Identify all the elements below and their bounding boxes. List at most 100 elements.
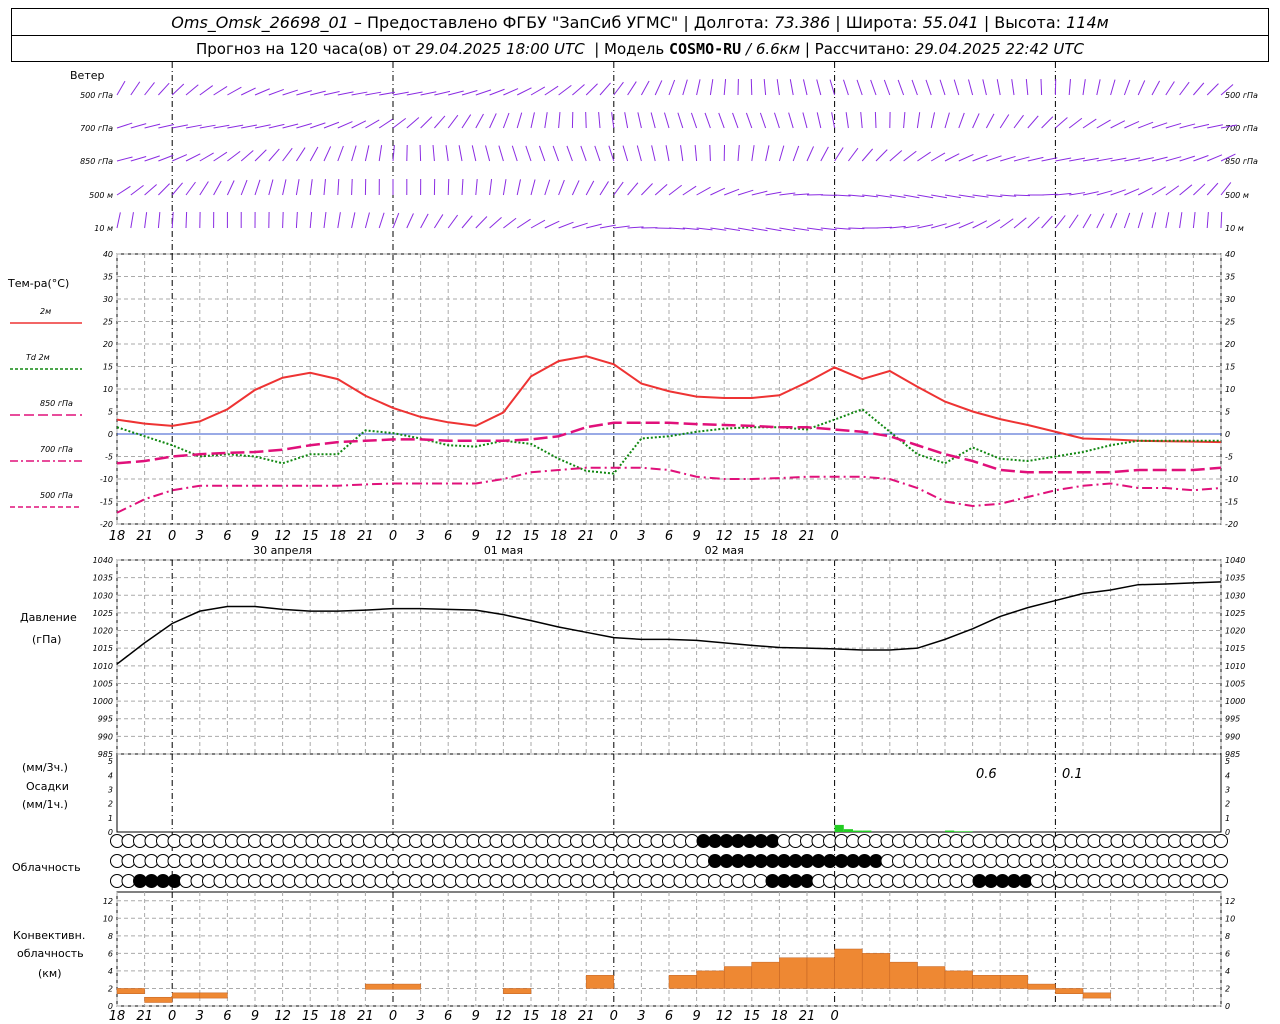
wind-barb xyxy=(1041,116,1054,129)
wind-barb xyxy=(1068,117,1083,129)
wind-barb xyxy=(1000,194,1017,197)
wind-barb xyxy=(461,215,473,229)
wind-barb xyxy=(682,79,688,96)
temp-tick-right: 5 xyxy=(1225,408,1230,417)
x-hour-label-bottom: 21 xyxy=(357,1009,374,1024)
wind-barb xyxy=(1193,183,1206,196)
wind-barbs-panel: 500 гПа 500 гПа 700 гПа 700 гПа 850 гПа 850 г… xyxy=(80,78,1258,233)
wind-barb xyxy=(552,145,560,162)
precip-tick-left: 0 xyxy=(108,828,113,837)
wind-barb xyxy=(226,180,235,196)
wind-barb xyxy=(1068,214,1079,229)
wind-barb xyxy=(599,224,616,229)
wind-barb xyxy=(130,155,147,162)
wind-barb xyxy=(309,146,319,162)
temp-tick-right: 35 xyxy=(1225,273,1235,282)
conv-bar xyxy=(365,983,394,990)
provider-text: – Предоставлено ФГБУ "ЗапСиб УГМС" xyxy=(353,12,679,32)
wind-barb xyxy=(254,88,270,96)
wind-barb xyxy=(378,118,393,129)
header-forecast-bar: Прогноз на 120 часа(ов) от 29.04.2025 18… xyxy=(11,35,1269,62)
wind-barb xyxy=(406,91,423,96)
wind-barb xyxy=(1041,157,1058,162)
wind-barb xyxy=(295,147,306,162)
wind-barb xyxy=(883,79,891,96)
wind-barb xyxy=(1025,79,1029,96)
precip-bar xyxy=(843,829,853,832)
wind-barb xyxy=(1013,194,1031,197)
wind-barb xyxy=(829,79,836,96)
wind-level-label-right: 500 гПа xyxy=(1225,91,1258,100)
wind-barb xyxy=(889,225,906,229)
x-hour-label-bottom: 3 xyxy=(637,1009,645,1024)
x-hour-label-temp: 9 xyxy=(472,529,480,544)
wind-barb xyxy=(931,194,948,199)
conv-tick-left: 6 xyxy=(108,949,113,958)
wind-barb xyxy=(1096,119,1111,129)
wind-barb xyxy=(1055,157,1072,162)
wind-barb xyxy=(751,190,768,196)
wind-barb xyxy=(613,181,624,196)
wind-barb xyxy=(268,179,274,196)
wind-barb xyxy=(1123,212,1131,229)
wind-barb xyxy=(392,117,407,129)
wind-barb xyxy=(668,79,676,96)
wind-barb xyxy=(1013,114,1024,129)
wind-barb xyxy=(1151,80,1161,96)
wind-barb xyxy=(157,212,161,229)
wind-barb xyxy=(848,194,865,197)
wind-barb xyxy=(351,212,356,229)
wind-barb xyxy=(856,79,863,96)
temp-tick-left: -15 xyxy=(100,498,113,507)
wind-barb xyxy=(690,112,698,129)
wind-barb xyxy=(860,112,863,129)
conv-bar xyxy=(116,988,145,994)
precip-tick-right: 1 xyxy=(1225,814,1230,823)
wind-barb xyxy=(594,145,601,162)
precip-label-2: 0.1 xyxy=(1062,767,1083,782)
wind-barb xyxy=(986,155,1002,162)
wind-barb xyxy=(185,181,196,196)
wind-barb xyxy=(323,179,326,196)
wind-barb xyxy=(930,152,946,162)
conv-bar xyxy=(503,988,532,994)
wind-barb xyxy=(710,227,727,231)
conv-bar xyxy=(972,975,1001,989)
wind-barb xyxy=(171,211,174,229)
wind-barb xyxy=(802,112,808,129)
wind-barb xyxy=(1055,215,1066,229)
wind-barb xyxy=(654,80,663,96)
wind-barb xyxy=(544,179,551,196)
temp-tick-left: 5 xyxy=(108,408,113,417)
wind-barb xyxy=(585,111,587,129)
wind-barb xyxy=(599,82,611,96)
x-hour-label-bottom: 9 xyxy=(692,1009,700,1024)
wind-barb xyxy=(680,145,684,162)
wind-barb xyxy=(944,112,950,129)
wind-barb xyxy=(1027,156,1044,162)
wind-level-label-left: 500 м xyxy=(89,191,113,200)
wind-barb xyxy=(999,218,1014,229)
temp-legend-label: Td 2м xyxy=(26,353,50,362)
wind-barb xyxy=(282,211,284,229)
wind-barb xyxy=(351,178,353,196)
pressure-tick-right: 1025 xyxy=(1225,609,1245,618)
conv-tick-left: 4 xyxy=(108,967,113,976)
wind-barb xyxy=(985,113,995,129)
conv-bar xyxy=(723,966,753,989)
wind-barb xyxy=(268,88,284,96)
wind-barb xyxy=(158,124,175,129)
wind-barb xyxy=(516,218,531,229)
x-hour-label-temp: 15 xyxy=(302,529,319,544)
wind-level-label-left: 850 гПа xyxy=(80,157,113,166)
pressure-tick-right: 1040 xyxy=(1225,556,1245,565)
wind-barb xyxy=(765,191,782,196)
wind-barb xyxy=(696,186,711,196)
wind-barb xyxy=(378,212,385,229)
wind-barb xyxy=(776,79,780,96)
wind-barb xyxy=(724,188,740,196)
x-hour-label-temp: 0 xyxy=(168,529,176,544)
pressure-tick-left: 1010 xyxy=(93,662,113,671)
wind-barb xyxy=(310,90,326,96)
wind-barb xyxy=(1179,184,1193,196)
